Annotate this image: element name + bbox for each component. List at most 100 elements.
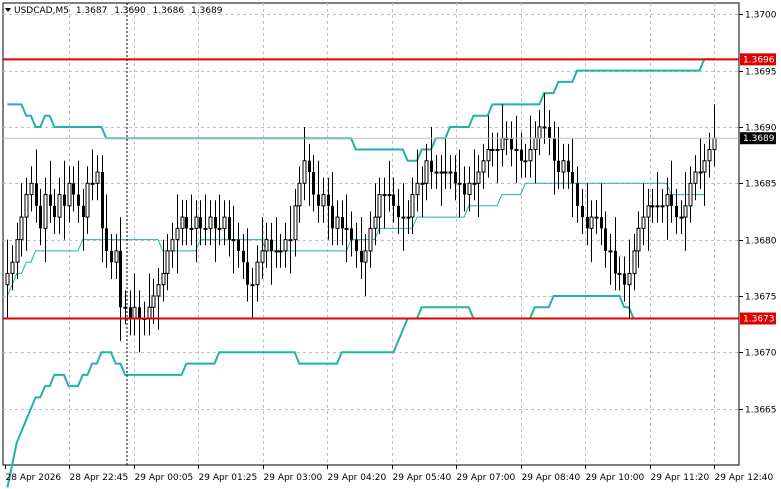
candle: [434, 155, 439, 189]
candle-body-bull: [293, 205, 298, 241]
candle-body-bear: [463, 183, 466, 195]
level-tag-label: 1.3673: [743, 315, 775, 325]
candle-body-bull: [373, 216, 378, 229]
candle: [520, 132, 523, 178]
candle: [110, 234, 113, 280]
candle: [170, 222, 175, 268]
candle-body-bull: [443, 171, 448, 174]
candle: [288, 205, 293, 274]
candle: [373, 183, 378, 246]
candle: [43, 177, 48, 263]
candle: [448, 155, 453, 189]
time-axis[interactable]: 28 Apr 2026 28 Apr 22:45 29 Apr 00:05 29 Ap…: [5, 465, 774, 483]
candle-body-bear: [110, 250, 113, 263]
candle: [341, 200, 344, 246]
candle-body-bull: [410, 194, 415, 218]
candle-body-bear: [63, 194, 66, 206]
candle-body-bull: [175, 227, 180, 241]
candle-body-bear: [242, 250, 245, 263]
candle: [246, 228, 249, 302]
level-tag: [740, 312, 776, 325]
close-value: 1.3689: [191, 6, 223, 16]
candle: [614, 217, 617, 291]
candle-body-bear: [557, 160, 560, 173]
candle: [90, 149, 95, 201]
candle: [646, 188, 651, 251]
candle-body-bull: [217, 227, 222, 230]
candle: [553, 121, 556, 195]
candle: [255, 245, 260, 302]
candle-body-bull: [283, 239, 288, 252]
candle: [368, 211, 373, 268]
candle: [424, 143, 429, 201]
candle: [457, 149, 462, 218]
lower-band-line: [6, 295, 714, 488]
candle: [617, 256, 622, 291]
time-tick-label: 29 Apr 11:20: [651, 473, 710, 483]
candle: [327, 177, 330, 240]
candle: [355, 222, 358, 268]
symbol-label: USDCAD,M5: [14, 6, 69, 16]
candle-body-bull: [114, 250, 119, 263]
candle-body-bull: [495, 148, 500, 151]
candle: [63, 160, 66, 240]
candle-body-bull: [255, 261, 260, 286]
candle: [165, 234, 170, 291]
candle-body-bear: [567, 160, 570, 173]
candle-body-bull: [321, 194, 326, 207]
candle-body-bull: [481, 160, 486, 173]
candle-body-bear: [355, 239, 358, 251]
candle: [317, 160, 320, 223]
candle: [439, 155, 444, 206]
candle: [561, 143, 566, 189]
candle-body-bull: [693, 171, 698, 184]
price-tick-label: 1.3690: [745, 124, 777, 134]
candle-body-bull: [632, 250, 637, 274]
candle: [260, 217, 265, 280]
candle-body-bear: [670, 194, 673, 206]
candle: [604, 211, 607, 268]
candle: [101, 155, 104, 263]
candle: [467, 166, 472, 212]
candle: [350, 211, 353, 257]
candle-body-bear: [246, 262, 249, 285]
candle-body-bull: [231, 239, 236, 242]
candle-body-bull: [161, 272, 166, 286]
current-price-label: 1.3689: [743, 134, 775, 144]
candle: [571, 138, 574, 218]
price-axis[interactable]: 1.3700 1.3695 1.3690 1.3685 1.3680 1.3675 1.36…: [739, 11, 777, 416]
candle: [655, 172, 660, 223]
candle-body-bull: [274, 250, 279, 253]
svg-text:USDCAD,M5 1.3687 1: USDCAD,M5 1.3687 1.3690 1.3686 1.3689: [14, 6, 223, 16]
candle: [335, 200, 340, 246]
candle-body-bull: [712, 137, 717, 150]
price-tick-label: 1.3675: [745, 293, 777, 303]
candle-body-bull: [297, 182, 302, 207]
candle: [472, 149, 477, 201]
candle: [283, 222, 288, 268]
candle: [57, 177, 62, 234]
candle: [119, 217, 122, 342]
candle-body-bull: [194, 216, 199, 229]
candle: [72, 166, 75, 212]
candle: [675, 188, 678, 234]
time-tick-label: 29 Apr 03:00: [264, 473, 323, 483]
candle-body-bear: [39, 205, 42, 229]
candle: [105, 194, 108, 268]
candle: [495, 132, 500, 184]
candle-body-bear: [105, 228, 108, 251]
candle-body-bear: [576, 183, 579, 206]
level-tag-label: 1.3696: [743, 55, 775, 65]
candle: [214, 200, 217, 263]
candle: [5, 239, 10, 319]
chart-header: USDCAD,M5 1.3687 1.3690 1.3686 1.3689: [5, 6, 223, 16]
candle: [185, 200, 188, 246]
candle-body-bear: [77, 194, 80, 206]
candle-body-bear: [360, 250, 363, 263]
triangle-down-icon[interactable]: [5, 8, 11, 12]
candle: [567, 143, 570, 189]
candle-body-bear: [571, 172, 574, 184]
candle-body-bear: [553, 138, 556, 161]
candle-body-bull: [448, 171, 453, 174]
